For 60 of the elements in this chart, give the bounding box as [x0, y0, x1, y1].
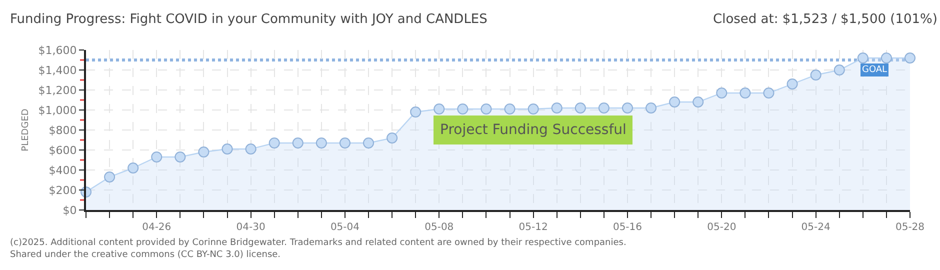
x-tick-label: 05-20 [707, 222, 736, 233]
point [716, 88, 728, 98]
x-tick-label: 05-12 [518, 222, 548, 233]
annotation: Project Funding Successful [440, 122, 626, 138]
point [904, 52, 916, 64]
y-tick-label: $1,600 [38, 44, 77, 57]
ref-line-label: GOAL [862, 65, 888, 75]
point [245, 144, 256, 154]
point [480, 104, 492, 114]
x-tick-label: 05-04 [330, 222, 360, 233]
point [669, 96, 680, 108]
point [292, 138, 304, 148]
chart-subtitle: Closed at: $1,523 / $1,500 (101%) [713, 12, 938, 27]
y-tick-label: $0 [62, 204, 77, 217]
point [363, 138, 374, 148]
point [222, 144, 233, 154]
point [128, 162, 139, 174]
point [268, 138, 280, 148]
point [457, 104, 468, 114]
x-tick-label: 05-24 [801, 222, 830, 233]
point [386, 132, 398, 144]
point [740, 88, 751, 98]
x-tick-label: 05-08 [424, 222, 454, 233]
y-tick-label: $1,400 [38, 64, 77, 77]
y-tick-label: $1,000 [38, 104, 77, 117]
point [622, 102, 633, 114]
point [857, 52, 868, 64]
point [574, 102, 586, 114]
x-tick-label: 04-26 [142, 222, 172, 233]
point [151, 152, 162, 162]
chart-title: Funding Progress: Fight COVID in your Community with JOY and CANDLES [10, 12, 488, 27]
point [339, 138, 350, 148]
y-axis-title: PLEDGED [21, 108, 32, 152]
point [646, 102, 657, 114]
point [692, 96, 704, 108]
x-tick-label: 04-30 [236, 222, 266, 233]
x-tick-label: 05-28 [895, 222, 925, 233]
point [316, 138, 327, 148]
x-tick-label: 05-16 [612, 222, 642, 233]
point [810, 70, 822, 80]
point [174, 152, 186, 162]
y-tick-label: $600 [48, 144, 77, 157]
y-tick-label: $1,200 [38, 84, 77, 97]
point [598, 102, 610, 114]
point [528, 104, 539, 114]
y-tick-label: $800 [48, 124, 77, 137]
y-tick-label: $400 [48, 164, 77, 177]
point [504, 104, 516, 114]
point [104, 172, 116, 182]
y-tick-label: $200 [48, 184, 77, 197]
point [434, 104, 445, 114]
point [198, 146, 210, 158]
point [410, 106, 422, 118]
point [834, 64, 845, 76]
point [763, 88, 774, 98]
point [551, 102, 562, 114]
point [880, 52, 892, 64]
text: (c)2025. Additional content provided by Corinne Bridgewater. Trademarks and related content are owned by their respective companies. [10, 238, 626, 248]
text: Shared under the creative commons (CC BY-NC 3.0) license. [10, 250, 281, 260]
point [786, 78, 798, 90]
